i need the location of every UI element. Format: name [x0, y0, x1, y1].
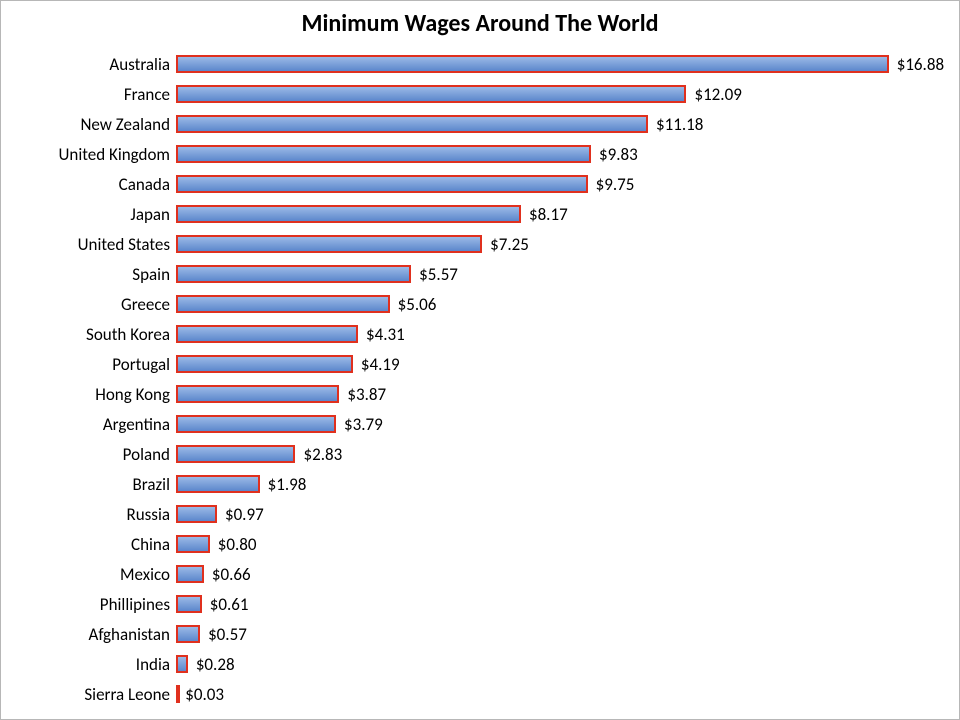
bar-row: Sierra Leone$0.03 — [176, 679, 936, 709]
bar — [176, 55, 889, 73]
bar-row: Australia$16.88 — [176, 49, 936, 79]
bar — [176, 625, 200, 643]
bar — [176, 265, 411, 283]
bar-row: Brazil$1.98 — [176, 469, 936, 499]
country-label: Japan — [130, 204, 176, 225]
bar-row: New Zealand$11.18 — [176, 109, 936, 139]
value-label: $8.17 — [529, 204, 568, 225]
bar-row: Mexico$0.66 — [176, 559, 936, 589]
value-label: $11.18 — [656, 114, 703, 135]
bar — [176, 325, 358, 343]
value-label: $1.98 — [268, 474, 307, 495]
chart-title: Minimum Wages Around The World — [1, 9, 959, 38]
country-label: Greece — [121, 294, 176, 315]
value-label: $0.28 — [196, 654, 235, 675]
bar — [176, 205, 521, 223]
value-label: $5.06 — [398, 294, 437, 315]
bar — [176, 385, 339, 403]
value-label: $2.83 — [303, 444, 342, 465]
country-label: New Zealand — [80, 114, 176, 135]
country-label: Argentina — [103, 414, 176, 435]
value-label: $12.09 — [694, 84, 741, 105]
country-label: Afghanistan — [89, 624, 176, 645]
country-label: Portugal — [112, 354, 176, 375]
bar — [176, 535, 210, 553]
bar-row: Japan$8.17 — [176, 199, 936, 229]
value-label: $3.79 — [344, 414, 383, 435]
country-label: Russia — [126, 504, 176, 525]
country-label: India — [136, 654, 176, 675]
country-label: Hong Kong — [95, 384, 176, 405]
plot-area: Australia$16.88France$12.09New Zealand$1… — [176, 49, 936, 709]
bar-row: China$0.80 — [176, 529, 936, 559]
value-label: $16.88 — [897, 54, 944, 75]
bar — [176, 445, 295, 463]
country-label: Canada — [119, 174, 176, 195]
value-label: $5.57 — [419, 264, 458, 285]
value-label: $7.25 — [490, 234, 529, 255]
value-label: $9.83 — [599, 144, 638, 165]
country-label: Phillipines — [100, 594, 176, 615]
bar — [176, 685, 180, 703]
bar — [176, 175, 588, 193]
bar-row: United Kingdom$9.83 — [176, 139, 936, 169]
value-label: $4.19 — [361, 354, 400, 375]
value-label: $0.61 — [210, 594, 249, 615]
country-label: United States — [78, 234, 176, 255]
bar-row: France$12.09 — [176, 79, 936, 109]
country-label: South Korea — [86, 324, 176, 345]
bar — [176, 295, 390, 313]
country-label: Sierra Leone — [84, 684, 176, 705]
country-label: Australia — [109, 54, 176, 75]
bar-row: Greece$5.06 — [176, 289, 936, 319]
bar-row: Spain$5.57 — [176, 259, 936, 289]
bar — [176, 145, 591, 163]
bar — [176, 235, 482, 253]
value-label: $0.66 — [212, 564, 251, 585]
bar — [176, 115, 648, 133]
country-label: Spain — [132, 264, 176, 285]
bar-row: Hong Kong$3.87 — [176, 379, 936, 409]
bar — [176, 655, 188, 673]
bar-row: India$0.28 — [176, 649, 936, 679]
country-label: Mexico — [120, 564, 176, 585]
bar — [176, 85, 686, 103]
value-label: $4.31 — [366, 324, 405, 345]
value-label: $3.87 — [347, 384, 386, 405]
country-label: China — [131, 534, 176, 555]
bar — [176, 565, 204, 583]
value-label: $9.75 — [596, 174, 635, 195]
value-label: $0.80 — [218, 534, 257, 555]
bar-row: Russia$0.97 — [176, 499, 936, 529]
country-label: France — [124, 84, 176, 105]
bar-row: United States$7.25 — [176, 229, 936, 259]
bar — [176, 475, 260, 493]
value-label: $0.03 — [185, 684, 224, 705]
bar-row: Phillipines$0.61 — [176, 589, 936, 619]
bar — [176, 355, 353, 373]
country-label: United Kingdom — [59, 144, 176, 165]
bar-row: Portugal$4.19 — [176, 349, 936, 379]
value-label: $0.57 — [208, 624, 247, 645]
bar — [176, 595, 202, 613]
country-label: Brazil — [133, 474, 177, 495]
chart-frame: Minimum Wages Around The World Australia… — [0, 0, 960, 720]
bar-row: Afghanistan$0.57 — [176, 619, 936, 649]
bar-row: Argentina$3.79 — [176, 409, 936, 439]
bar — [176, 415, 336, 433]
value-label: $0.97 — [225, 504, 264, 525]
bar — [176, 505, 217, 523]
bar-row: Canada$9.75 — [176, 169, 936, 199]
country-label: Poland — [123, 444, 176, 465]
bar-row: South Korea$4.31 — [176, 319, 936, 349]
bar-row: Poland$2.83 — [176, 439, 936, 469]
